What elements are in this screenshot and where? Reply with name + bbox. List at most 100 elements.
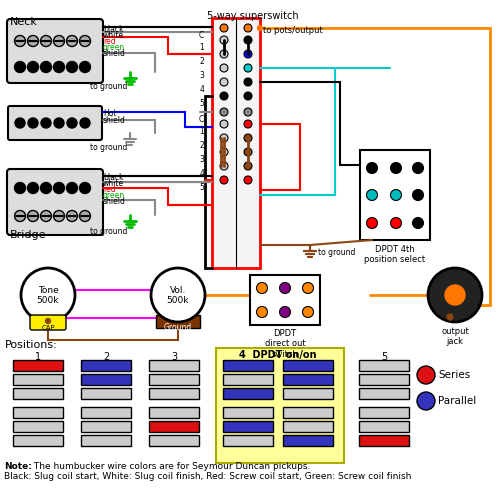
Circle shape: [80, 62, 90, 72]
Text: 5: 5: [199, 99, 204, 108]
Circle shape: [280, 282, 290, 294]
Circle shape: [40, 182, 52, 194]
Bar: [250, 275, 320, 325]
Circle shape: [40, 210, 52, 222]
Bar: [149, 407, 199, 418]
Bar: [81, 421, 131, 432]
Bar: [156, 315, 200, 328]
Bar: [283, 407, 333, 418]
Circle shape: [220, 50, 228, 58]
Circle shape: [244, 78, 252, 86]
Circle shape: [302, 282, 314, 294]
Bar: [360, 150, 430, 240]
Circle shape: [14, 210, 26, 222]
Circle shape: [244, 36, 252, 44]
Bar: [283, 388, 333, 399]
Text: green: green: [103, 191, 125, 200]
Circle shape: [40, 36, 52, 46]
Circle shape: [66, 182, 78, 194]
Bar: [223, 407, 273, 418]
Circle shape: [256, 282, 268, 294]
Circle shape: [28, 210, 38, 222]
Circle shape: [244, 64, 252, 72]
Text: green: green: [103, 43, 125, 52]
Circle shape: [390, 190, 402, 200]
Circle shape: [220, 134, 228, 142]
Bar: [223, 388, 273, 399]
Text: Vol.
500k: Vol. 500k: [167, 286, 189, 306]
FancyBboxPatch shape: [7, 19, 103, 83]
Circle shape: [244, 24, 252, 32]
Bar: [13, 407, 63, 418]
Circle shape: [54, 62, 64, 72]
Bar: [283, 374, 333, 385]
Bar: [359, 388, 409, 399]
Bar: [13, 388, 63, 399]
Bar: [359, 374, 409, 385]
Text: CAP: CAP: [41, 325, 55, 331]
Text: Ground: Ground: [164, 323, 192, 332]
Text: to ground: to ground: [318, 248, 356, 257]
Text: C: C: [199, 31, 204, 40]
FancyBboxPatch shape: [8, 106, 102, 140]
Text: Positions:: Positions:: [5, 340, 58, 350]
Circle shape: [280, 306, 290, 318]
Circle shape: [80, 210, 90, 222]
Text: DPDT
direct out
switch: DPDT direct out switch: [264, 329, 306, 359]
Bar: [359, 407, 409, 418]
Bar: [149, 388, 199, 399]
Circle shape: [366, 190, 378, 200]
Circle shape: [390, 162, 402, 173]
Bar: [81, 407, 131, 418]
Circle shape: [80, 36, 90, 46]
Text: black: black: [103, 173, 124, 182]
Circle shape: [54, 36, 64, 46]
Circle shape: [220, 92, 228, 100]
Circle shape: [14, 36, 26, 46]
Text: The humbucker wire colors are for Seymour Duncan pickups.: The humbucker wire colors are for Seymou…: [31, 462, 310, 471]
Bar: [223, 421, 273, 432]
Circle shape: [21, 268, 75, 322]
Circle shape: [14, 182, 26, 194]
Circle shape: [302, 306, 314, 318]
Circle shape: [447, 314, 453, 320]
Bar: [81, 360, 131, 371]
Circle shape: [220, 120, 228, 128]
Text: shield: shield: [103, 197, 126, 206]
Text: shield: shield: [103, 49, 126, 58]
Circle shape: [67, 118, 77, 128]
Text: to ground: to ground: [90, 143, 128, 152]
Bar: [359, 435, 409, 446]
Text: 5-way superswitch: 5-way superswitch: [207, 11, 298, 21]
Text: 4: 4: [199, 85, 204, 94]
Bar: [81, 374, 131, 385]
Circle shape: [244, 50, 252, 58]
Text: 2: 2: [199, 57, 204, 66]
Circle shape: [366, 218, 378, 228]
Circle shape: [40, 62, 52, 72]
Circle shape: [66, 36, 78, 46]
Bar: [13, 435, 63, 446]
Circle shape: [417, 392, 435, 410]
Circle shape: [66, 62, 78, 72]
Circle shape: [15, 118, 25, 128]
Text: output
jack: output jack: [441, 327, 469, 346]
Text: Note:: Note:: [4, 462, 32, 471]
Text: Neck: Neck: [10, 17, 38, 27]
Circle shape: [66, 210, 78, 222]
Circle shape: [28, 36, 38, 46]
Text: 1: 1: [199, 127, 204, 136]
Text: black: black: [103, 25, 124, 34]
Text: white: white: [103, 179, 124, 188]
Bar: [149, 374, 199, 385]
Text: red: red: [103, 185, 116, 194]
Text: 2: 2: [199, 141, 204, 150]
Circle shape: [412, 218, 424, 228]
Text: C: C: [199, 115, 204, 124]
Circle shape: [54, 118, 64, 128]
Circle shape: [46, 318, 51, 324]
Circle shape: [412, 190, 424, 200]
Bar: [223, 374, 273, 385]
Circle shape: [220, 64, 228, 72]
Text: to ground: to ground: [90, 82, 128, 91]
